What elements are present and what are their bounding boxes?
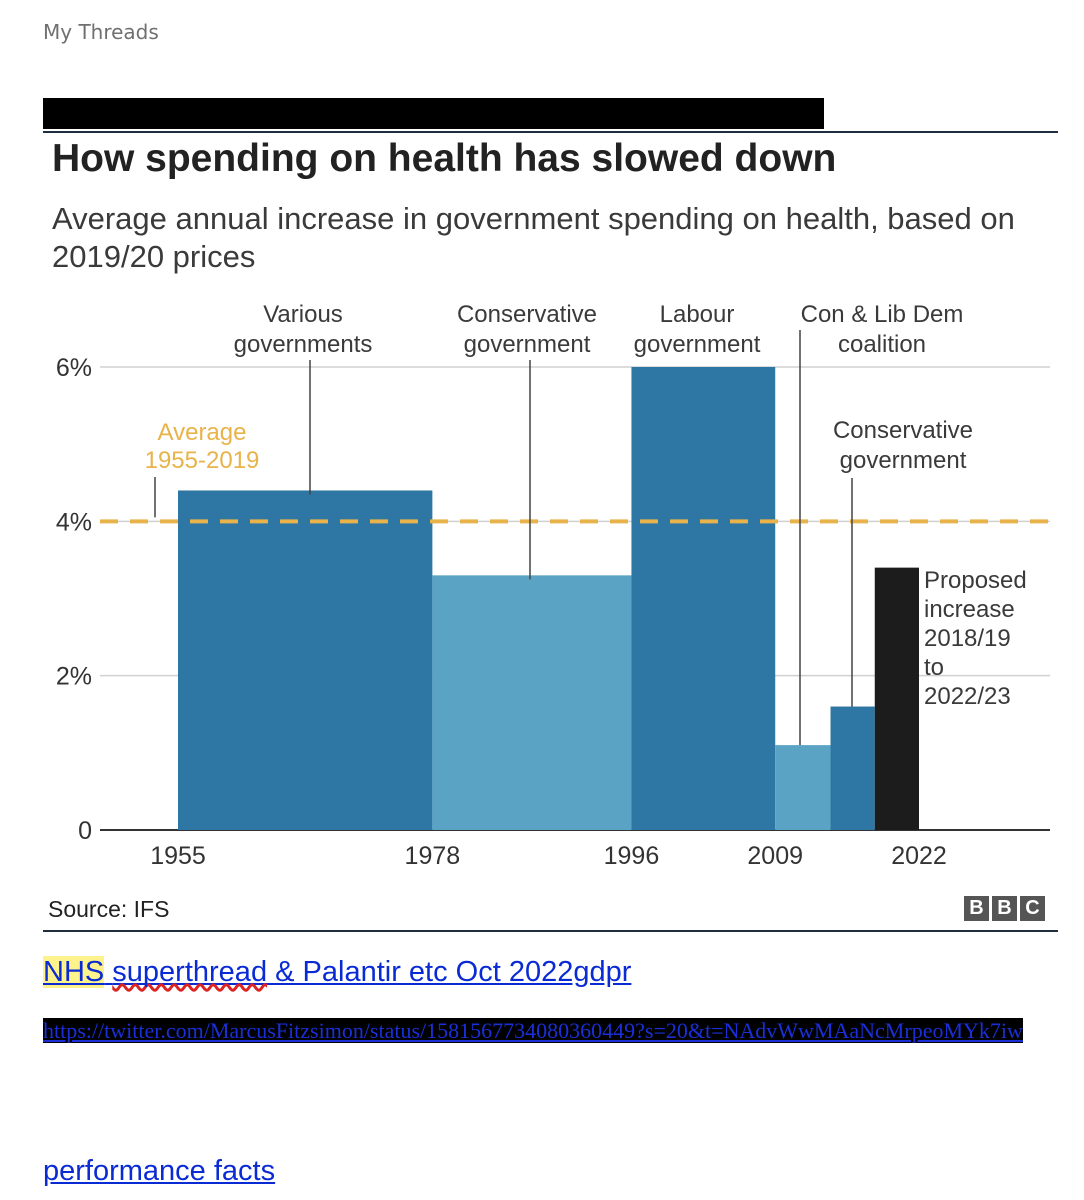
y-tick-label: 4% — [56, 508, 92, 536]
annotation-label: government — [464, 331, 591, 358]
bar — [432, 575, 632, 830]
annotation-label: 2018/19 — [924, 625, 1011, 652]
annotation-label: Conservative — [833, 417, 973, 444]
annotation-label: coalition — [838, 331, 926, 358]
logo-letter: C — [1020, 896, 1045, 921]
annotation-label: governments — [234, 331, 373, 358]
redaction-bar — [43, 98, 824, 129]
annotation-label: Conservative — [457, 301, 597, 328]
thread-title-rest: & Palantir etc Oct 2022gdpr — [267, 956, 632, 988]
annotation-label: to — [924, 654, 944, 681]
x-tick-label: 2009 — [747, 842, 803, 870]
x-tick-label: 1955 — [150, 842, 206, 870]
annotation-label: Proposed — [924, 567, 1027, 594]
x-tick-label: 2022 — [891, 842, 947, 870]
average-label: Average — [158, 419, 247, 446]
twitter-link[interactable]: https://twitter.com/MarcusFitzsimon/stat… — [43, 1016, 1040, 1046]
bbc-logo: B B C — [964, 896, 1045, 921]
twitter-link-text[interactable]: https://twitter.com/MarcusFitzsimon/stat… — [43, 1018, 1023, 1043]
logo-letter: B — [992, 896, 1017, 921]
bar — [874, 567, 919, 830]
bar — [775, 745, 831, 830]
document-title: My Threads — [43, 20, 159, 44]
annotation-label: increase — [924, 596, 1015, 623]
thread-title-misspelled-word: superthread — [112, 956, 268, 988]
y-tick-label: 2% — [56, 663, 92, 691]
x-tick-label: 1996 — [604, 842, 660, 870]
chart-bottom-rule — [43, 930, 1058, 932]
thread-title-link[interactable]: NHS superthread & Palantir etc Oct 2022g… — [43, 956, 631, 989]
chart-source: Source: IFS — [48, 896, 170, 922]
logo-letter: B — [964, 896, 989, 921]
y-tick-label: 0 — [78, 817, 92, 845]
y-tick-label: 6% — [56, 354, 92, 382]
chart-subtitle: Average annual increase in government sp… — [52, 201, 1015, 274]
annotation-label: Con & Lib Dem — [801, 301, 964, 328]
annotation-label: Labour — [660, 301, 735, 328]
annotation-label: government — [634, 331, 761, 358]
bar — [631, 367, 776, 830]
annotation-label: 2022/23 — [924, 683, 1011, 710]
chart-title: How spending on health has slowed down — [52, 137, 837, 180]
performance-facts-link[interactable]: performance facts — [43, 1155, 276, 1187]
bar — [178, 490, 433, 830]
x-tick-label: 1978 — [405, 842, 461, 870]
bar — [830, 706, 875, 830]
annotation-label: Various — [263, 301, 343, 328]
chart-top-rule — [43, 131, 1058, 133]
thread-title-highlight: NHS — [43, 956, 105, 988]
average-label: 1955-2019 — [145, 447, 260, 474]
annotation-label: government — [840, 447, 967, 474]
